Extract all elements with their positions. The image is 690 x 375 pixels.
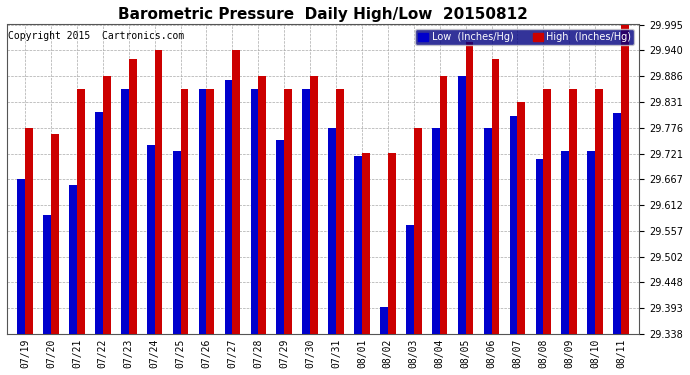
Bar	[129, 59, 137, 334]
Text: Copyright 2015  Cartronics.com: Copyright 2015 Cartronics.com	[8, 31, 184, 40]
Bar	[250, 89, 258, 334]
Bar	[155, 50, 162, 334]
Bar	[43, 215, 51, 334]
Bar	[336, 89, 344, 334]
Title: Barometric Pressure  Daily High/Low  20150812: Barometric Pressure Daily High/Low 20150…	[118, 7, 528, 22]
Bar	[484, 128, 491, 334]
Bar	[51, 134, 59, 334]
Bar	[595, 89, 603, 334]
Bar	[302, 89, 310, 334]
Bar	[510, 116, 518, 334]
Bar	[206, 89, 214, 334]
Bar	[388, 153, 395, 334]
Bar	[25, 128, 33, 334]
Bar	[310, 76, 318, 334]
Bar	[466, 42, 473, 334]
Bar	[406, 225, 414, 334]
Bar	[17, 179, 25, 334]
Bar	[225, 80, 233, 334]
Bar	[569, 89, 577, 334]
Bar	[440, 76, 447, 334]
Bar	[491, 59, 500, 334]
Bar	[621, 24, 629, 334]
Bar	[233, 50, 240, 334]
Bar	[354, 156, 362, 334]
Bar	[147, 144, 155, 334]
Bar	[172, 151, 181, 334]
Bar	[181, 89, 188, 334]
Bar	[95, 112, 103, 334]
Bar	[543, 89, 551, 334]
Bar	[535, 159, 543, 334]
Bar	[518, 102, 525, 334]
Bar	[380, 308, 388, 334]
Bar	[258, 76, 266, 334]
Bar	[362, 153, 370, 334]
Bar	[277, 140, 284, 334]
Legend: Low  (Inches/Hg), High  (Inches/Hg): Low (Inches/Hg), High (Inches/Hg)	[415, 29, 634, 45]
Bar	[587, 151, 595, 334]
Bar	[77, 89, 85, 334]
Bar	[121, 89, 129, 334]
Bar	[284, 89, 292, 334]
Bar	[69, 184, 77, 334]
Bar	[414, 128, 422, 334]
Bar	[103, 76, 110, 334]
Bar	[613, 112, 621, 334]
Bar	[562, 151, 569, 334]
Bar	[432, 128, 440, 334]
Bar	[199, 89, 206, 334]
Bar	[458, 76, 466, 334]
Bar	[328, 128, 336, 334]
